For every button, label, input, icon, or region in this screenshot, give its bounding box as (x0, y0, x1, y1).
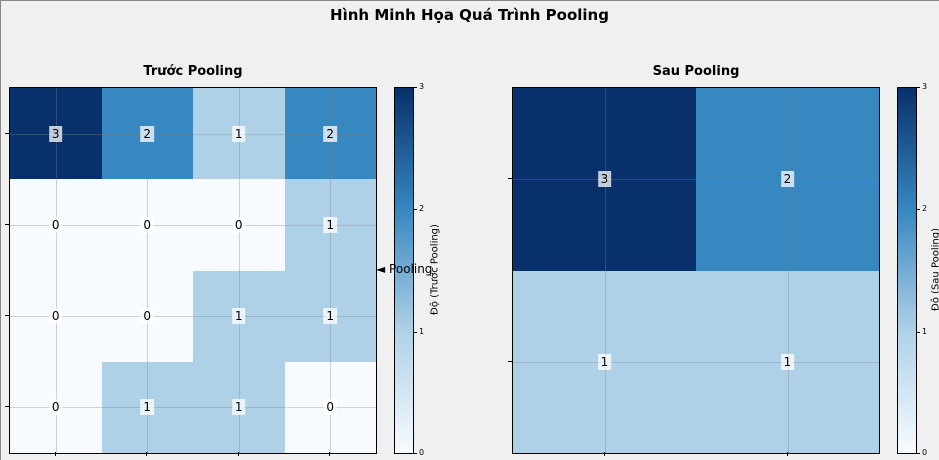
colorbar-tick (917, 209, 920, 211)
y-axis-tick (5, 223, 9, 225)
colorbar-tick (414, 331, 417, 333)
grid-line (513, 179, 879, 181)
colorbar-tick (917, 331, 920, 333)
cell-value-label: 0 (48, 308, 63, 325)
colorbar-tick-label: 2 (419, 204, 425, 214)
grid-line (10, 316, 376, 318)
grid-line (787, 88, 789, 453)
cell-value-label: 1 (597, 353, 612, 370)
colorbar-tick-label: 1 (419, 326, 425, 336)
cell-value-label: 3 (48, 125, 63, 142)
colorbar-tick (414, 209, 417, 211)
y-axis-tick (508, 360, 512, 362)
cell-value-label: 0 (140, 308, 155, 325)
colorbar-tick (917, 87, 920, 88)
cell-value-label: 1 (323, 216, 338, 233)
panel-title-after: Sau Pooling (652, 64, 740, 79)
colorbar-tick (917, 453, 920, 454)
grid-line (147, 88, 149, 453)
cell-value-label: 0 (48, 216, 63, 233)
colorbar-tick (414, 453, 417, 454)
colorbar-after (897, 87, 917, 454)
grid-line (10, 133, 376, 135)
cell-value-label: 1 (780, 353, 795, 370)
colorbar-tick-label: 0 (419, 448, 425, 457)
grid-line (10, 407, 376, 409)
colorbar-tick (414, 87, 417, 88)
x-axis-tick (329, 452, 331, 456)
colorbar-tick-label: 2 (922, 204, 928, 214)
panel-title-before: Trước Pooling (143, 64, 243, 79)
cell-value-label: 0 (231, 216, 246, 233)
pooling-arrow-label: ◄ Pooling (376, 262, 433, 276)
cell-value-label: 0 (48, 399, 63, 416)
colorbar-tick-label: 3 (419, 82, 425, 91)
y-axis-tick (5, 406, 9, 408)
grid-line (513, 361, 879, 363)
y-axis-tick (508, 178, 512, 180)
cell-value-label: 0 (323, 399, 338, 416)
y-axis-tick (5, 315, 9, 317)
grid-line (604, 88, 606, 453)
cell-value-label: 1 (231, 399, 246, 416)
cell-value-label: 1 (323, 308, 338, 325)
colorbar-tick-label: 0 (922, 448, 928, 457)
cell-value-label: 2 (780, 171, 795, 188)
x-axis-tick (237, 452, 239, 456)
cell-value-label: 3 (597, 171, 612, 188)
heatmap-after: 3 2 1 1 (512, 87, 880, 454)
cell-value-label: 1 (231, 308, 246, 325)
x-axis-tick (786, 452, 788, 456)
heatmap-before: 3 2 1 2 0 0 0 1 0 0 1 1 0 1 1 0 (9, 87, 377, 454)
cell-value-label: 1 (140, 399, 155, 416)
colorbar-tick-label: 3 (922, 82, 928, 91)
y-axis-tick (5, 132, 9, 134)
colorbar-tick-label: 1 (922, 326, 928, 336)
grid-line (55, 88, 57, 453)
x-axis-tick (603, 452, 605, 456)
grid-line (10, 224, 376, 226)
cell-value-label: 0 (140, 216, 155, 233)
cell-value-label: 1 (231, 125, 246, 142)
x-axis-tick (146, 452, 148, 456)
x-axis-tick (54, 452, 56, 456)
colorbar-label-after: Độ (Sau Pooling) (930, 228, 939, 311)
colorbar-before (394, 87, 414, 454)
grid-line (238, 88, 240, 453)
figure-title: Hình Minh Họa Quá Trình Pooling (330, 6, 609, 24)
cell-value-label: 2 (140, 125, 155, 142)
cell-value-label: 2 (323, 125, 338, 142)
grid-line (330, 88, 332, 453)
